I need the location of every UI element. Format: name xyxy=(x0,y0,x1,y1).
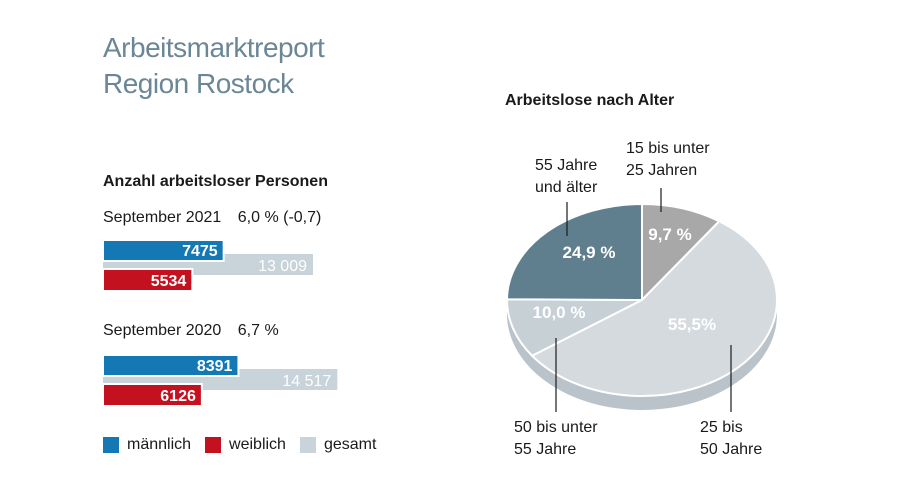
page-title-line2: Region Rostock xyxy=(103,68,294,99)
rate-label: 6,7 % xyxy=(237,322,279,339)
bar-label-gesamt: 14 517 xyxy=(282,373,331,390)
bar-maennlich xyxy=(102,354,240,377)
bar-label-maennlich: 7475 xyxy=(182,243,218,260)
bar-weiblich xyxy=(102,268,194,292)
pie-value-label: 24,9 % xyxy=(563,243,616,262)
pie-value-label: 10,0 % xyxy=(533,303,586,322)
bar-label-weiblich: 6126 xyxy=(160,388,196,405)
period-2020: September 2020 6,7 % xyxy=(103,322,279,340)
pie-slice xyxy=(506,298,643,357)
pie-category-label: 25 Jahren xyxy=(626,162,697,179)
legend-swatch xyxy=(103,437,119,453)
pie-category-label: 25 bis xyxy=(700,419,743,436)
period-label: September 2020 xyxy=(103,322,222,339)
bar-label-weiblich: 5534 xyxy=(151,273,187,290)
page-title-line1: Arbeitsmarktreport xyxy=(103,32,325,63)
pie-category-label: 55 Jahre xyxy=(535,157,597,174)
legend-swatch xyxy=(299,437,316,453)
legend-label: gesamt xyxy=(323,436,377,453)
pie-category-label: 50 Jahre xyxy=(700,441,762,458)
pie-slice xyxy=(505,202,643,302)
period-2021: September 2021 6,0 % (-0,7) xyxy=(103,209,321,227)
bar-label-maennlich: 8391 xyxy=(197,358,233,375)
legend-swatch xyxy=(205,437,222,453)
period-label: September 2021 xyxy=(103,209,222,226)
bar-chart-title: Anzahl arbeitsloser Personen xyxy=(103,173,328,190)
pie-value-label: 9,7 % xyxy=(648,225,691,244)
pie-category-label: 50 bis unter xyxy=(514,419,598,436)
pie-category-label: 15 bis unter xyxy=(626,140,710,157)
legend-label: männlich xyxy=(127,436,192,453)
rate-label: 6,0 % (-0,7) xyxy=(237,209,322,226)
pie-slice xyxy=(641,202,721,303)
bar-weiblich xyxy=(102,383,203,407)
pie-slice xyxy=(530,220,778,397)
legend-item-maennlich: männlich xyxy=(103,436,191,454)
bar-label-gesamt: 13 009 xyxy=(258,258,307,275)
pie-value-label: 55,5% xyxy=(668,315,716,334)
legend-item-gesamt: gesamt xyxy=(299,436,377,454)
legend-label: weiblich xyxy=(229,436,286,453)
pie-category-label: 55 Jahre xyxy=(514,441,576,458)
bar-legend: männlich weiblich gesamt xyxy=(103,436,390,454)
pie-chart-title: Arbeitslose nach Alter xyxy=(505,92,675,109)
pie-category-label: und älter xyxy=(535,179,598,196)
legend-item-weiblich: weiblich xyxy=(205,436,286,454)
bar-maennlich xyxy=(102,239,225,262)
